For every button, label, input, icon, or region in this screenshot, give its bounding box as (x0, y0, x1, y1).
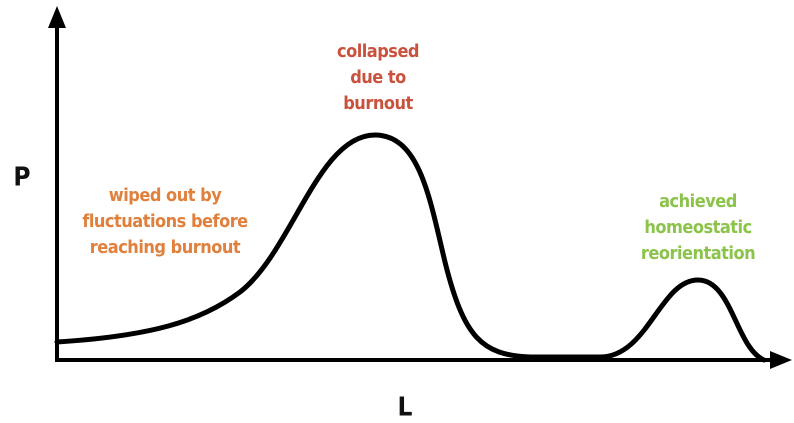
x-axis-label: L (398, 393, 413, 423)
annotation-line: achieved (659, 191, 737, 212)
annotation-line: burnout (343, 93, 413, 114)
annotation-line: due to (350, 67, 406, 88)
annotation-line: homeostatic (644, 217, 751, 238)
annotation-line: collapsed (337, 41, 419, 62)
y-axis-label: P (13, 163, 30, 193)
curve (54, 132, 767, 363)
annotation-line: reorientation (641, 243, 755, 264)
annotation-line: fluctuations before (82, 211, 248, 232)
annotation-line: wiped out by (109, 185, 222, 206)
y-axis-arrow (48, 6, 66, 28)
x-axis-arrow (770, 351, 792, 369)
annotations: wiped out by fluctuations before reaching … (82, 41, 755, 264)
annotation-line: reaching burnout (90, 237, 241, 258)
